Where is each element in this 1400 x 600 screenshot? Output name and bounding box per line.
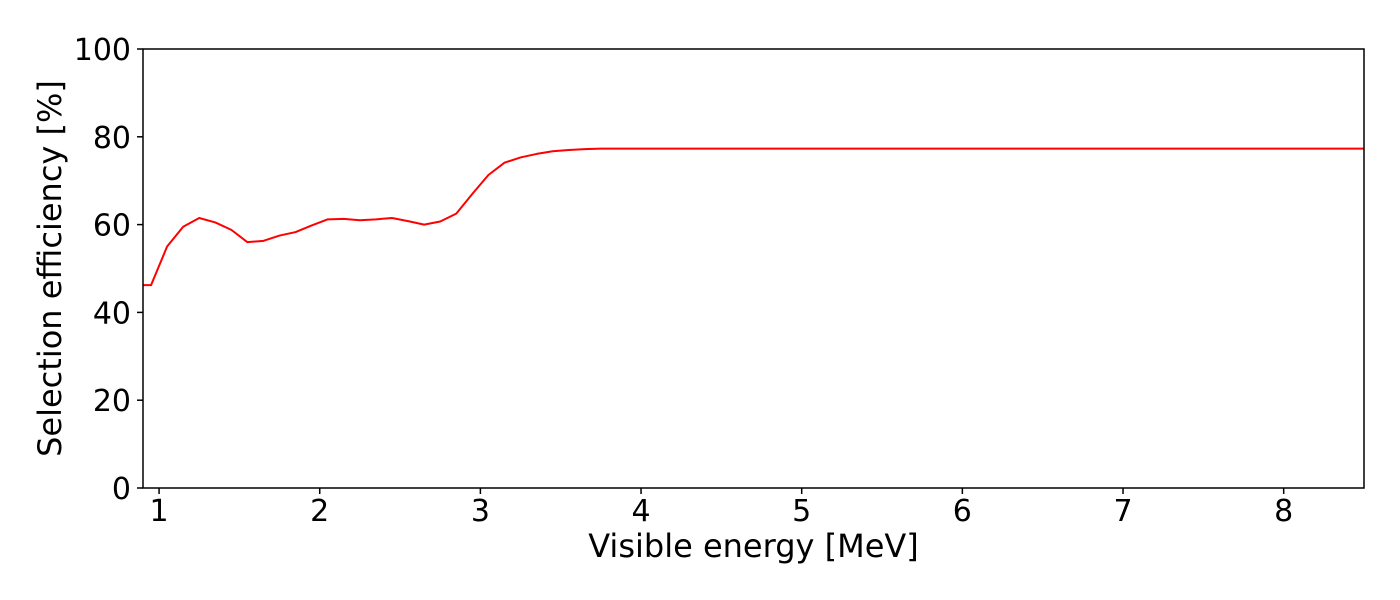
y-tick-label: 60 [93,209,131,244]
series-layer [143,147,1364,287]
y-axis-label: Selection efficiency [%] [31,80,69,457]
efficiency-line [143,147,1364,287]
y-axis-ticks: 0 20 40 60 80 100 [74,33,143,507]
x-tick-label: 3 [471,494,490,529]
x-tick-label: 5 [792,494,811,529]
x-tick-label: 1 [150,494,169,529]
plot-frame [142,48,1365,489]
x-tick-label: 8 [1274,494,1293,529]
x-axis-ticks: 1 2 3 4 5 6 7 8 [150,488,1293,529]
y-tick-label: 0 [112,472,131,507]
y-tick-label: 40 [93,296,131,331]
x-tick-label: 6 [953,494,972,529]
y-tick-label: 20 [93,384,131,419]
plot-background [143,49,1364,488]
x-tick-label: 2 [310,494,329,529]
y-tick-label: 100 [74,33,131,68]
x-tick-label: 7 [1113,494,1132,529]
y-tick-label: 80 [93,121,131,156]
x-axis-label: Visible energy [MeV] [588,527,919,565]
x-tick-label: 4 [631,494,650,529]
